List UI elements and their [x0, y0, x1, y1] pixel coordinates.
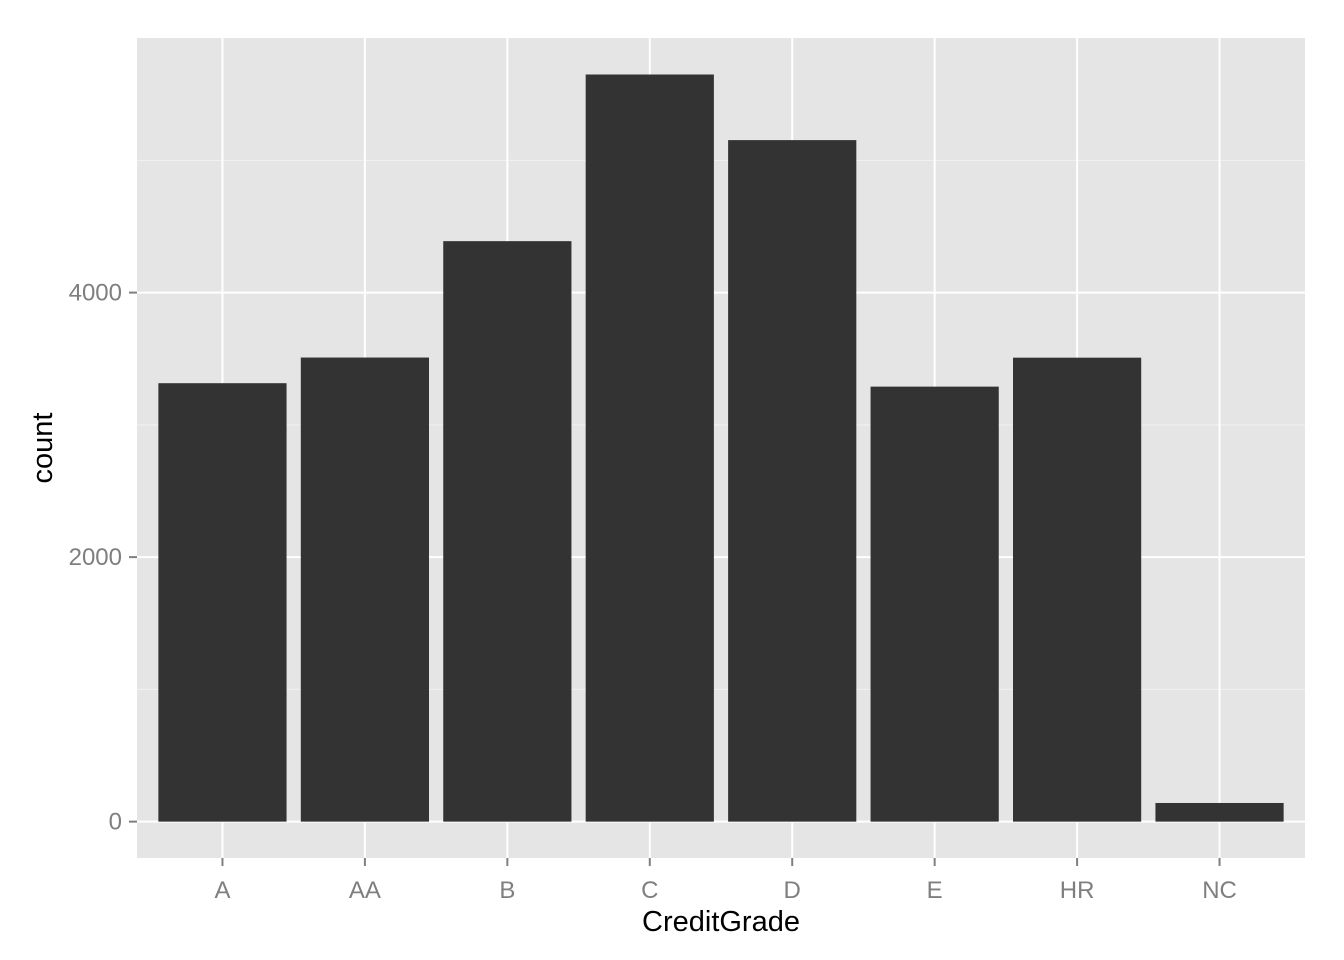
x-tick-label: AA: [349, 877, 381, 904]
bar-b: [443, 241, 572, 822]
bar-e: [870, 386, 999, 822]
bar-d: [728, 140, 857, 822]
x-tick-label: B: [499, 877, 515, 904]
x-tick-label: A: [214, 877, 230, 904]
y-tick-label: 2000: [69, 544, 122, 571]
y-tick-label: 4000: [69, 280, 122, 307]
x-tick-label: C: [641, 877, 658, 904]
bar-hr: [1013, 357, 1142, 822]
y-axis: 0 2000 4000: [69, 280, 137, 836]
x-axis: A AA B C D E HR NC: [214, 858, 1237, 904]
x-tick-label: HR: [1060, 877, 1095, 904]
x-tick-label: E: [927, 877, 943, 904]
bars: [158, 74, 1284, 822]
y-axis-title: count: [27, 413, 59, 484]
x-tick-label: NC: [1202, 877, 1237, 904]
bar-c: [585, 74, 714, 822]
bar-a: [158, 383, 287, 822]
bar-aa: [300, 357, 429, 822]
y-tick-label: 0: [109, 809, 122, 836]
bar-nc: [1155, 802, 1284, 822]
x-axis-title: CreditGrade: [642, 906, 800, 938]
x-tick-label: D: [784, 877, 801, 904]
